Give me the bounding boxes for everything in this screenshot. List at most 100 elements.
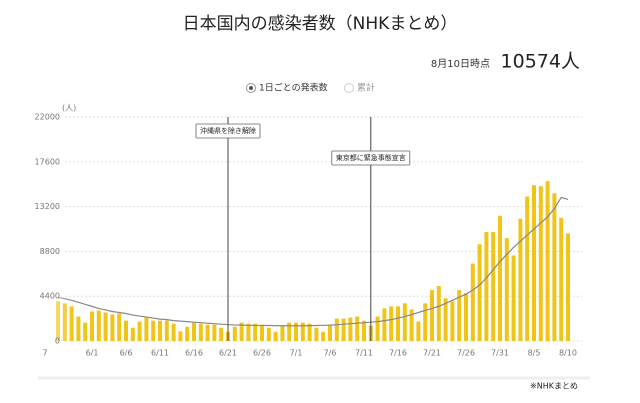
bar <box>328 324 332 341</box>
bar <box>287 322 292 341</box>
bar <box>76 316 81 341</box>
bar <box>443 298 448 341</box>
bar <box>314 327 319 341</box>
bar <box>450 301 455 341</box>
bar <box>171 323 176 341</box>
bar <box>124 320 128 341</box>
bar <box>96 310 101 341</box>
radio-dot <box>249 86 253 90</box>
bar <box>178 331 183 341</box>
bar <box>525 196 530 341</box>
y-tick-label: 0 <box>55 337 60 346</box>
bar <box>423 303 428 341</box>
toggle[interactable]: 累計 <box>344 82 376 94</box>
source: ※NHKまとめ <box>530 382 578 391</box>
bar <box>355 316 360 341</box>
bar <box>362 320 366 341</box>
option[interactable]: 累計 <box>357 82 375 94</box>
bar <box>532 185 536 341</box>
bar <box>491 232 496 341</box>
bar <box>545 181 550 341</box>
bar <box>559 217 564 341</box>
y-tick-label: 13200 <box>35 202 60 211</box>
bar <box>232 326 237 341</box>
bar <box>307 323 312 341</box>
bar <box>294 322 298 341</box>
y-tick-label: 8800 <box>40 247 60 256</box>
bar <box>246 323 251 341</box>
y-tick-label: 17600 <box>35 157 60 166</box>
bar <box>511 255 516 341</box>
bar <box>185 326 190 341</box>
bar <box>552 193 557 341</box>
y-tick-label: 22000 <box>35 113 60 122</box>
bar <box>416 321 421 341</box>
bar <box>266 327 271 341</box>
bar <box>300 322 305 341</box>
bar <box>219 327 224 341</box>
bar <box>273 331 278 341</box>
radio[interactable] <box>344 83 354 93</box>
x-tick-label: 8/5 <box>528 349 541 358</box>
bar <box>402 303 407 341</box>
bar <box>144 317 149 341</box>
bar <box>389 306 394 341</box>
annotation-text: 沖縄県を除き解除 <box>200 126 256 135</box>
x-tick-label: 6/11 <box>151 349 169 358</box>
x-tick-label: 7/16 <box>389 349 407 358</box>
bar <box>341 318 346 341</box>
x-tick-label: 7/21 <box>423 349 441 358</box>
bar <box>538 186 543 341</box>
bar <box>212 324 217 341</box>
x-tick-label: 6/6 <box>120 349 133 358</box>
x-tick-label: 7 <box>42 349 47 358</box>
bar <box>566 233 570 341</box>
option[interactable]: 1日ごとの発表数 <box>259 82 328 94</box>
x-tick-label: 6/26 <box>253 349 271 358</box>
bar <box>430 290 434 341</box>
bar <box>409 309 414 341</box>
bar <box>375 316 380 341</box>
bar <box>90 311 94 341</box>
x-tick-label: 6/16 <box>185 349 203 358</box>
bar <box>334 318 339 341</box>
bar <box>137 321 142 341</box>
bar <box>130 327 135 341</box>
y-axis-label: (人) <box>62 104 76 113</box>
bar <box>151 320 156 341</box>
annotation-box <box>195 123 261 139</box>
bar <box>110 314 115 341</box>
bar <box>253 323 258 341</box>
x-tick-label: 7/31 <box>491 349 509 358</box>
bar <box>158 320 162 341</box>
bar <box>457 290 462 341</box>
x-tick-label: 7/6 <box>324 349 337 358</box>
bar <box>396 306 400 341</box>
bar <box>260 324 264 341</box>
x-tick-label: 7/26 <box>457 349 475 358</box>
toggle[interactable]: 1日ごとの発表数 <box>246 82 328 94</box>
x-tick-label: 8/10 <box>559 349 577 358</box>
bar <box>436 286 441 341</box>
x-tick-label: 7/1 <box>290 349 303 358</box>
x-tick-label: 7/11 <box>355 349 373 358</box>
bar <box>464 293 468 341</box>
y-tick-label: 4400 <box>40 292 60 301</box>
headline: 10574人 <box>501 51 580 73</box>
bar <box>239 322 244 341</box>
annotation-box <box>331 150 411 166</box>
bar <box>518 218 523 341</box>
bar <box>321 331 326 341</box>
bar <box>103 312 108 341</box>
bar <box>470 263 475 341</box>
bar <box>477 244 482 341</box>
bar <box>280 325 285 341</box>
bar <box>205 324 210 341</box>
chart-title: 日本国内の感染者数（NHKまとめ） <box>183 14 458 34</box>
average-line <box>57 196 569 327</box>
bar <box>484 232 489 341</box>
bar <box>164 320 169 341</box>
x-tick-label: 6/1 <box>86 349 99 358</box>
bar <box>117 313 122 341</box>
